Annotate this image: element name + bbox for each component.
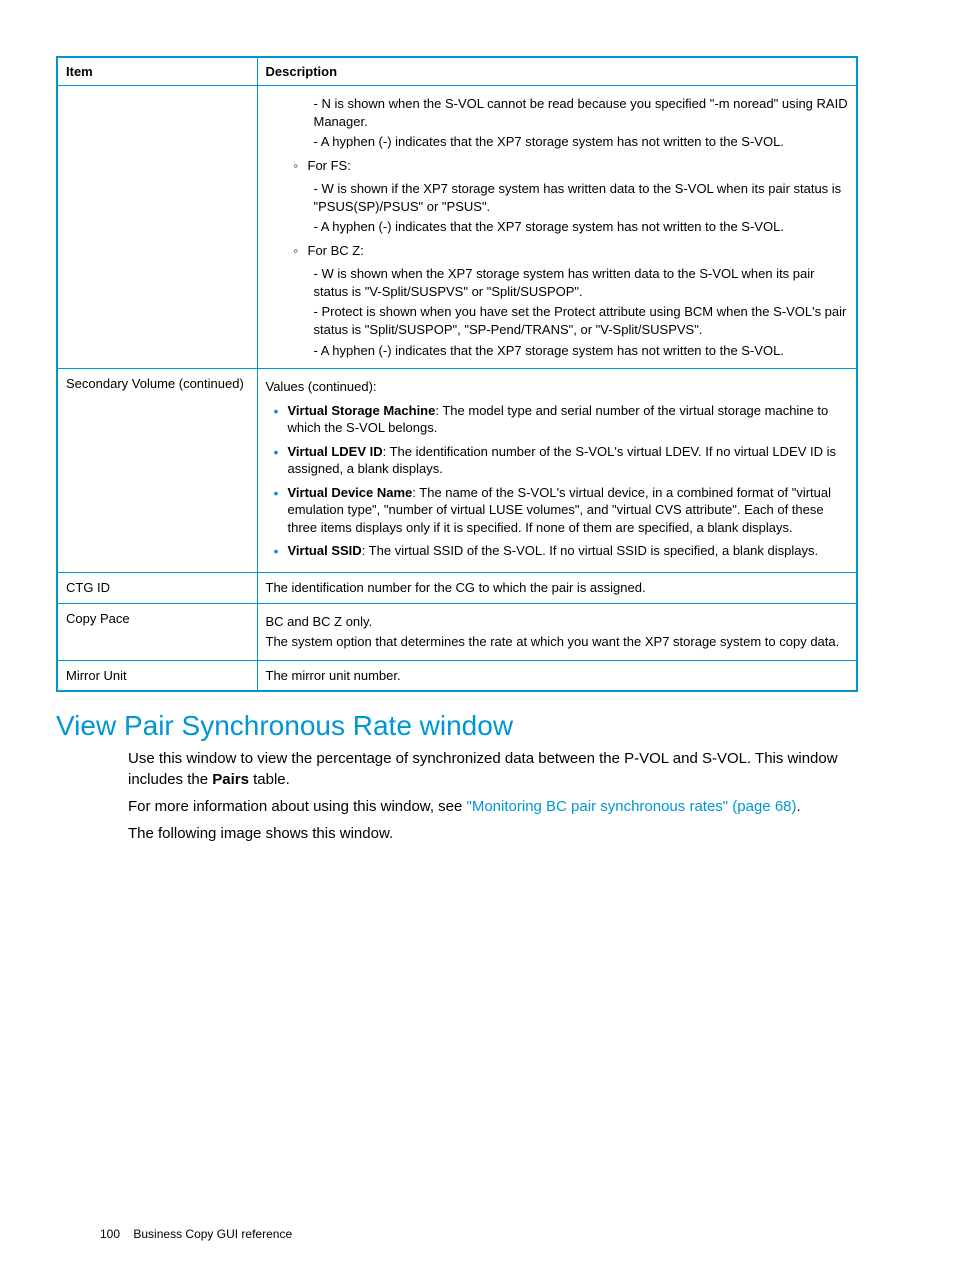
list-item: Virtual Storage Machine: The model type … — [288, 402, 849, 437]
cross-reference-link[interactable]: "Monitoring BC pair synchronous rates" (… — [467, 798, 797, 815]
desc-cell-1: - N is shown when the S-VOL cannot be re… — [257, 86, 857, 369]
term-label: Virtual Storage Machine — [288, 403, 436, 418]
header-description: Description — [257, 57, 857, 86]
desc-text: - A hyphen (-) indicates that the XP7 st… — [266, 342, 849, 360]
footer-title: Business Copy GUI reference — [133, 1227, 292, 1241]
list-item: Virtual Device Name: The name of the S-V… — [288, 484, 849, 537]
desc-text: - A hyphen (-) indicates that the XP7 st… — [266, 133, 849, 151]
header-item: Item — [57, 57, 257, 86]
desc-cell: The identification number for the CG to … — [257, 573, 857, 604]
desc-text: - A hyphen (-) indicates that the XP7 st… — [266, 218, 849, 236]
sublist-item: ◦For BC Z: — [266, 242, 849, 260]
table-row: Secondary Volume (continued) Values (con… — [57, 369, 857, 573]
desc-text: - N is shown when the S-VOL cannot be re… — [266, 95, 849, 130]
desc-intro: Values (continued): — [266, 378, 849, 396]
table-header-row: Item Description — [57, 57, 857, 86]
page-footer: 100 Business Copy GUI reference — [100, 1227, 292, 1241]
desc-text: The system option that determines the ra… — [266, 633, 849, 651]
desc-cell-2: Values (continued): Virtual Storage Mach… — [257, 369, 857, 573]
desc-text: - Protect is shown when you have set the… — [266, 303, 849, 338]
para-bold: Pairs — [212, 771, 249, 788]
section-paragraph-2: For more information about using this wi… — [128, 796, 858, 817]
item-cell-blank — [57, 86, 257, 369]
section-paragraph-3: The following image shows this window. — [128, 823, 858, 844]
desc-text: BC and BC Z only. — [266, 613, 849, 631]
value-list: Virtual Storage Machine: The model type … — [266, 402, 849, 560]
item-cell: Mirror Unit — [57, 660, 257, 691]
circle-bullet-icon: ◦ — [294, 242, 308, 260]
desc-cell-4: BC and BC Z only. The system option that… — [257, 603, 857, 660]
circle-bullet-icon: ◦ — [294, 157, 308, 175]
para-text: . — [797, 798, 801, 815]
table-row: Mirror Unit The mirror unit number. — [57, 660, 857, 691]
section-heading: View Pair Synchronous Rate window — [56, 710, 858, 742]
table-row: - N is shown when the S-VOL cannot be re… — [57, 86, 857, 369]
item-cell: CTG ID — [57, 573, 257, 604]
item-cell: Copy Pace — [57, 603, 257, 660]
term-label: Virtual LDEV ID — [288, 444, 383, 459]
list-item: Virtual LDEV ID: The identification numb… — [288, 443, 849, 478]
page-number: 100 — [100, 1227, 120, 1241]
table-row: Copy Pace BC and BC Z only. The system o… — [57, 603, 857, 660]
sublist-label: For BC Z: — [308, 243, 364, 258]
sublist-item: ◦For FS: — [266, 157, 849, 175]
desc-text: - W is shown if the XP7 storage system h… — [266, 180, 849, 215]
para-text: For more information about using this wi… — [128, 798, 467, 815]
section-paragraph-1: Use this window to view the percentage o… — [128, 748, 858, 790]
table-row: CTG ID The identification number for the… — [57, 573, 857, 604]
description-table: Item Description - N is shown when the S… — [56, 56, 858, 692]
sublist-label: For FS: — [308, 158, 351, 173]
term-label: Virtual Device Name — [288, 485, 413, 500]
item-cell: Secondary Volume (continued) — [57, 369, 257, 573]
term-label: Virtual SSID — [288, 543, 362, 558]
para-text: table. — [249, 771, 290, 788]
desc-text: - W is shown when the XP7 storage system… — [266, 265, 849, 300]
list-item: Virtual SSID: The virtual SSID of the S-… — [288, 542, 849, 560]
term-text: : The virtual SSID of the S-VOL. If no v… — [362, 543, 818, 558]
desc-cell: The mirror unit number. — [257, 660, 857, 691]
